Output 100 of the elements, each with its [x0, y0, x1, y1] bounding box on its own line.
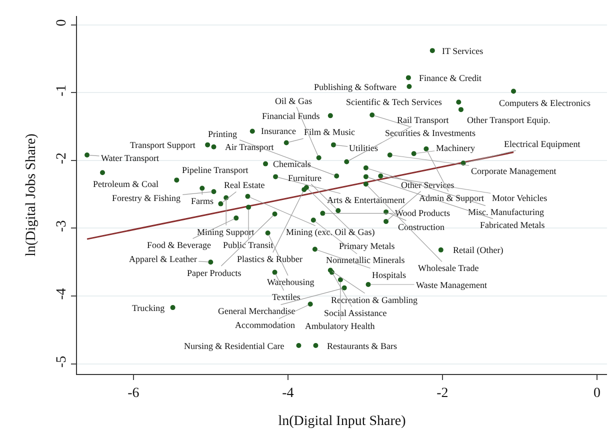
point: [310, 218, 316, 223]
annotation: Petroleum & Coal: [93, 179, 159, 189]
point: [218, 201, 224, 206]
annotation: Hospitals: [372, 270, 406, 280]
point: [208, 260, 214, 265]
point: [245, 194, 250, 199]
point: [328, 113, 333, 118]
annotation: Nursing & Residential Care: [184, 341, 284, 351]
point: [100, 170, 105, 176]
point: [438, 247, 444, 252]
annotation: Electrical Equipment: [504, 139, 581, 149]
point: [331, 142, 336, 148]
annotation: Financial Funds: [262, 111, 320, 121]
y-tick-label: -1: [54, 84, 70, 96]
annotation: Admin & Support: [419, 193, 485, 203]
point: [366, 282, 371, 287]
point: [211, 189, 216, 194]
annotation: Other Transport Equip.: [467, 115, 550, 125]
annotation: Finance & Credit: [419, 73, 482, 83]
annotation: Oil & Gas: [275, 96, 312, 106]
point: [211, 144, 216, 150]
annotation: Apparel & Leather: [129, 254, 197, 264]
x-axis-title: ln(Digital Input Share): [278, 414, 406, 430]
annotation: Food & Beverage: [147, 240, 211, 250]
annotation: Forestry & Fishing: [112, 193, 182, 203]
annotation: IT Services: [442, 46, 484, 56]
point: [273, 174, 278, 180]
point: [363, 165, 368, 170]
annotation: Recreation & Gambling: [331, 295, 418, 305]
x-tick-label: -2: [436, 386, 448, 401]
annotation: Warehousing: [267, 277, 315, 287]
annotation: Utilities: [349, 143, 378, 153]
annotation: Fabricated Metals: [480, 220, 546, 230]
annotation: Insurance: [261, 126, 296, 136]
annotation: Chemicals: [273, 159, 312, 169]
point: [334, 174, 340, 179]
point: [308, 302, 313, 307]
point: [312, 246, 318, 252]
point: [363, 174, 368, 180]
annotation: Printing: [208, 129, 238, 139]
point: [511, 88, 516, 94]
point: [263, 161, 268, 166]
annotation: Other Services: [401, 180, 455, 190]
point: [424, 146, 429, 152]
point: [406, 75, 411, 80]
annotation: Arts & Entertainment: [327, 195, 406, 205]
point: [246, 204, 252, 210]
annotation: Mining Support: [197, 227, 255, 237]
point: [370, 112, 375, 118]
annotation: Motor Vehicles: [492, 193, 548, 203]
annotation: Mining (exc. Oil & Gas): [286, 227, 375, 237]
y-tick-label: -4: [54, 288, 70, 300]
annotation: Water Transport: [101, 153, 160, 163]
point: [174, 178, 180, 183]
x-tick-label: -6: [128, 386, 140, 401]
annotation: Farms: [191, 196, 214, 206]
point: [284, 140, 289, 146]
annotation: Wholesale Trade: [418, 263, 479, 273]
point: [265, 230, 270, 236]
annotation: Wood Products: [395, 208, 451, 218]
annotation: Plastics & Rubber: [237, 254, 302, 264]
annotation: Social Assistance: [324, 308, 387, 318]
annotation: Computers & Electronics: [499, 98, 591, 108]
y-tick-label: -3: [54, 220, 70, 232]
annotation: Accommodation: [235, 320, 296, 330]
annotation: Restaurants & Bars: [327, 341, 398, 351]
annotation: Transport Support: [130, 140, 196, 150]
point: [406, 84, 412, 90]
x-tick-label: -4: [282, 386, 294, 401]
annotation: General Merchandise: [218, 306, 296, 316]
point: [456, 100, 462, 105]
point: [384, 218, 389, 224]
annotation: Ambulatory Health: [305, 321, 376, 331]
annotation: Textiles: [272, 292, 301, 302]
annotation: Publishing & Software: [314, 82, 397, 92]
annotation: Scientific & Tech Services: [346, 97, 442, 107]
annotation: Retail (Other): [453, 245, 504, 255]
point: [170, 305, 176, 310]
point: [272, 270, 278, 275]
point: [200, 186, 205, 191]
annotation: Furniture: [288, 173, 322, 183]
point: [363, 182, 368, 187]
point: [387, 152, 392, 158]
point: [344, 159, 350, 164]
point: [320, 210, 326, 216]
point: [458, 107, 464, 112]
point: [296, 343, 302, 348]
annotation: Nonmetallic Minerals: [326, 255, 406, 265]
annotation: Misc. Manufacturing: [468, 207, 544, 217]
annotation: Trucking: [132, 303, 166, 313]
point: [313, 343, 318, 348]
y-tick-label: 0: [54, 19, 70, 26]
point: [84, 152, 90, 158]
annotation: Film & Music: [304, 127, 356, 137]
annotation: Paper Products: [187, 268, 242, 278]
annotation: Real Estate: [224, 180, 265, 190]
annotation: Waste Management: [416, 280, 488, 290]
point: [338, 277, 343, 282]
point: [234, 216, 239, 221]
annotation: Securities & Investments: [385, 128, 476, 138]
